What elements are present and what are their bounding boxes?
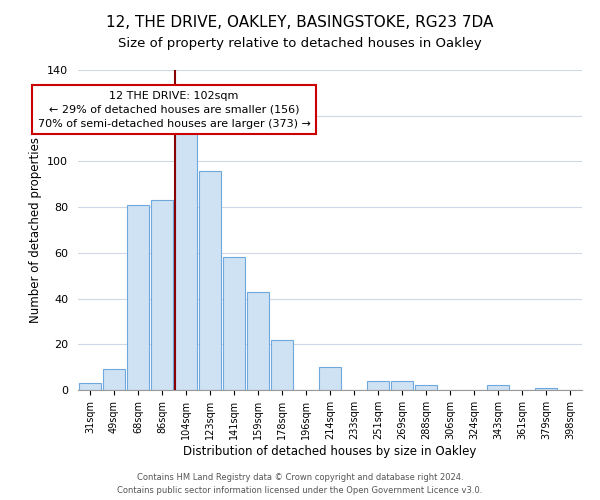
Bar [415, 386, 437, 390]
Text: Size of property relative to detached houses in Oakley: Size of property relative to detached ho… [118, 38, 482, 51]
Bar [319, 367, 341, 390]
Text: 12 THE DRIVE: 102sqm
← 29% of detached houses are smaller (156)
70% of semi-deta: 12 THE DRIVE: 102sqm ← 29% of detached h… [38, 90, 310, 128]
Bar [487, 386, 509, 390]
Text: Contains HM Land Registry data © Crown copyright and database right 2024.
Contai: Contains HM Land Registry data © Crown c… [118, 474, 482, 495]
Bar [175, 130, 197, 390]
Bar [247, 292, 269, 390]
Bar [223, 258, 245, 390]
Bar [103, 370, 125, 390]
Bar [535, 388, 557, 390]
Y-axis label: Number of detached properties: Number of detached properties [29, 137, 41, 323]
Bar [391, 381, 413, 390]
Bar [127, 205, 149, 390]
Bar [151, 200, 173, 390]
Bar [199, 170, 221, 390]
Bar [367, 381, 389, 390]
X-axis label: Distribution of detached houses by size in Oakley: Distribution of detached houses by size … [184, 444, 476, 458]
Text: 12, THE DRIVE, OAKLEY, BASINGSTOKE, RG23 7DA: 12, THE DRIVE, OAKLEY, BASINGSTOKE, RG23… [106, 15, 494, 30]
Bar [271, 340, 293, 390]
Bar [79, 383, 101, 390]
